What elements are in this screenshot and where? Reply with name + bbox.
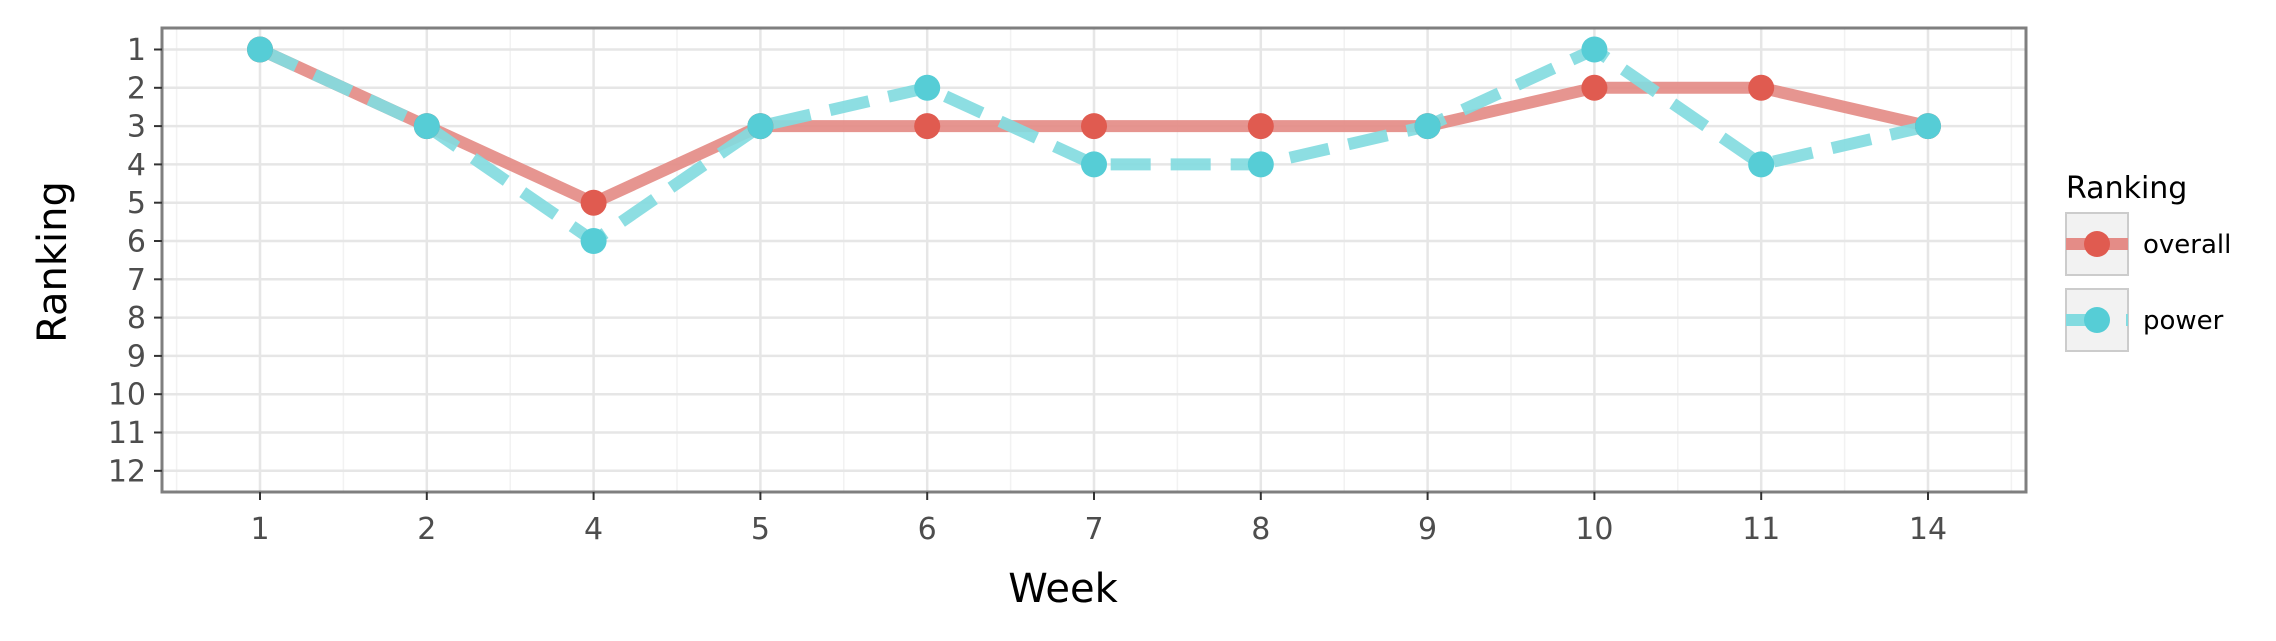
series-point-overall (1748, 74, 1775, 101)
legend-label: power (2143, 306, 2224, 336)
series-point-overall (580, 189, 607, 216)
x-tick-label: 14 (1909, 512, 1947, 547)
series-point-power (1247, 151, 1274, 178)
series-point-overall (1247, 113, 1274, 140)
x-tick-label: 4 (584, 512, 603, 547)
series-point-power (1748, 151, 1775, 178)
legend-entries: overall power (2065, 212, 2231, 352)
y-tick-label: 8 (127, 301, 146, 336)
y-tick-label: 11 (108, 416, 146, 451)
series-point-power (747, 113, 774, 140)
y-tick-label: 12 (108, 454, 146, 489)
y-tick-label: 1 (127, 33, 146, 68)
legend-entry-power: power (2065, 288, 2224, 352)
legend-entry-overall: overall (2065, 212, 2231, 276)
series-point-power (1081, 151, 1107, 178)
series-point-power (413, 113, 440, 140)
y-tick-label: 7 (127, 263, 146, 298)
grid-lines (162, 28, 2026, 492)
x-tick-label: 9 (1418, 512, 1437, 547)
y-tick-label: 5 (127, 186, 146, 221)
legend-key-point (2084, 307, 2110, 333)
y-tick-label: 10 (108, 378, 146, 413)
legend-title: Ranking (2066, 171, 2187, 206)
series-point-overall (914, 113, 941, 140)
x-tick-label: 1 (250, 512, 269, 547)
series-point-power (1581, 36, 1608, 63)
y-tick-label: 2 (127, 71, 146, 106)
legend: Ranking overall power (2065, 171, 2231, 352)
series-point-power (914, 74, 941, 101)
series-point-power (1414, 113, 1441, 140)
x-tick-label: 8 (1251, 512, 1270, 547)
series-point-overall (1581, 74, 1608, 101)
legend-label: overall (2143, 230, 2231, 260)
series-point-power (1915, 113, 1941, 140)
x-tick-label: 5 (751, 512, 770, 547)
x-axis-title: Week (1008, 566, 1118, 612)
y-tick-label: 4 (127, 148, 146, 183)
series-point-overall (1081, 113, 1107, 140)
y-tick-label: 6 (127, 225, 146, 260)
x-tick-label: 6 (918, 512, 937, 547)
x-tick-label: 7 (1084, 512, 1103, 547)
y-tick-label: 3 (127, 110, 146, 145)
x-tick-label: 10 (1575, 512, 1613, 547)
x-tick-label: 11 (1742, 512, 1780, 547)
x-tick-label: 2 (417, 512, 436, 547)
series-point-power (247, 36, 273, 63)
y-tick-label: 9 (127, 339, 146, 374)
series-layer (247, 36, 1941, 254)
series-line-power (257, 43, 1930, 247)
y-axis-title: Ranking (30, 181, 76, 343)
legend-key-point (2084, 231, 2110, 257)
series-point-power (580, 228, 607, 254)
